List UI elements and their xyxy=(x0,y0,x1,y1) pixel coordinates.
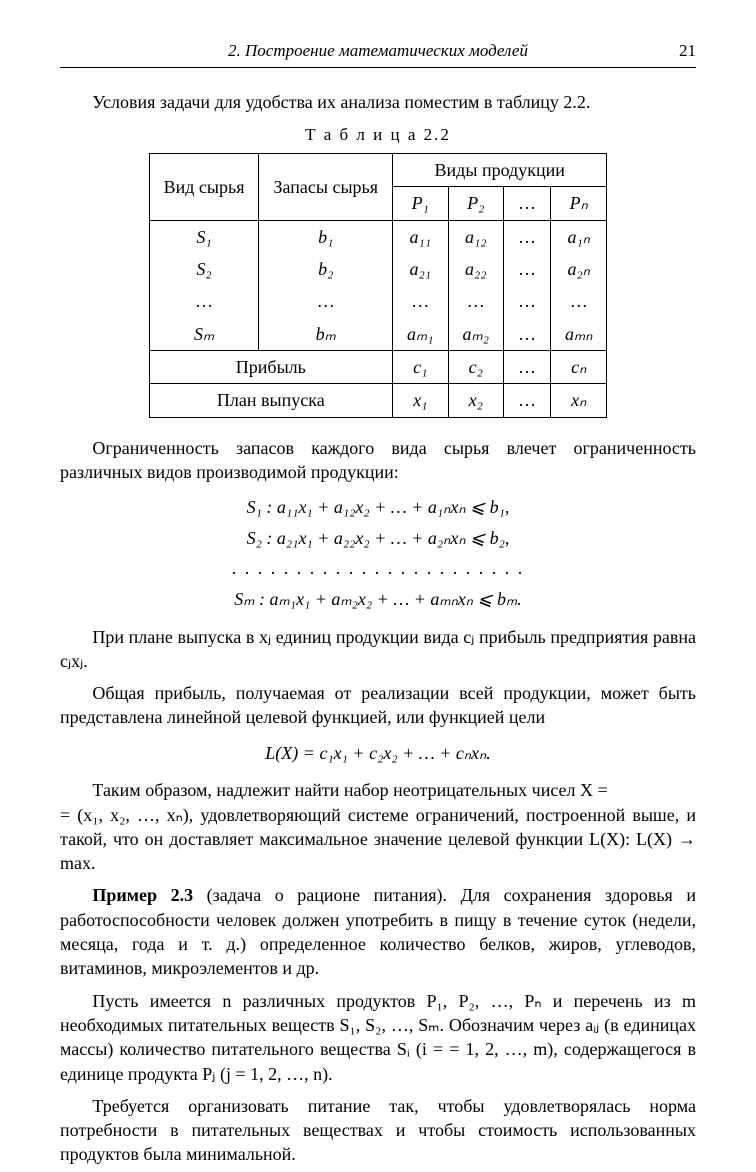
col-header-zapasy: Запасы сырья xyxy=(259,154,393,221)
cell-a: aₘ₂ xyxy=(448,318,503,351)
cell-a: … xyxy=(393,285,448,317)
cell-a: … xyxy=(551,285,607,317)
plan-cell: x₁ xyxy=(393,384,448,417)
page: 2. Построение математических моделей 21 … xyxy=(0,0,756,1172)
cell-a: a₁₁ xyxy=(393,220,448,253)
product-col: P₂ xyxy=(448,187,503,220)
cell-a: a₁₂ xyxy=(448,220,503,253)
page-number: 21 xyxy=(666,40,696,63)
cell-a: … xyxy=(504,285,551,317)
cell-a: … xyxy=(504,220,551,253)
table-row: S₂ b₂ a₂₁ a₂₂ … a₂ₙ xyxy=(149,253,607,285)
cell-s: … xyxy=(149,285,259,317)
profit-cell: cₙ xyxy=(551,350,607,383)
cell-a: a₂₁ xyxy=(393,253,448,285)
profit-paragraph: Общая прибыль, получаемая от реализации … xyxy=(60,681,696,730)
cell-a: … xyxy=(448,285,503,317)
profit-cell: … xyxy=(504,350,551,383)
cell-b: b₁ xyxy=(259,220,393,253)
profit-cell: c₁ xyxy=(393,350,448,383)
page-header: 2. Построение математических моделей 21 xyxy=(60,40,696,68)
profit-label: Прибыль xyxy=(149,350,392,383)
cell-a: a₁ₙ xyxy=(551,220,607,253)
objective-eq: L(X) = c₁x₁ + c₂x₂ + … + cₙxₙ. xyxy=(60,738,696,769)
cell-b: bₘ xyxy=(259,318,393,351)
cell-a: a₂ₙ xyxy=(551,253,607,285)
table-header-row-1: Вид сырья Запасы сырья Виды продукции xyxy=(149,154,607,187)
table-row: … … … … … … xyxy=(149,285,607,317)
profit-cell: c₂ xyxy=(448,350,503,383)
limited-paragraph: Ограниченность запасов каждого вида сырь… xyxy=(60,436,696,485)
product-col: … xyxy=(504,187,551,220)
cell-s: S₂ xyxy=(149,253,259,285)
constraint-s2: S₂ : a₂₁x₁ + a₂₂x₂ + … + a₂ₙxₙ ⩽ b₂, xyxy=(60,523,696,554)
product-col: P₁ xyxy=(393,187,448,220)
table-row: Sₘ bₘ aₘ₁ aₘ₂ … aₘₙ xyxy=(149,318,607,351)
cell-b: … xyxy=(259,285,393,317)
table-plan-row: План выпуска x₁ x₂ … xₙ xyxy=(149,384,607,417)
table-profit-row: Прибыль c₁ c₂ … cₙ xyxy=(149,350,607,383)
product-col: Pₙ xyxy=(551,187,607,220)
cell-s: S₁ xyxy=(149,220,259,253)
cell-a: aₘ₁ xyxy=(393,318,448,351)
col-header-vid: Вид сырья xyxy=(149,154,259,221)
plan-cell: … xyxy=(504,384,551,417)
cell-a: aₘₙ xyxy=(551,318,607,351)
thus-paragraph-2: = (x₁, x₂, …, xₙ), удовлетворяющий систе… xyxy=(60,803,696,876)
cell-a: a₂₂ xyxy=(448,253,503,285)
example-paragraph: Пример 2.3 (задача о рационе питания). Д… xyxy=(60,883,696,980)
cell-a: … xyxy=(504,253,551,285)
col-header-products: Виды продукции xyxy=(393,154,607,187)
plan-cell: x₂ xyxy=(448,384,503,417)
cell-a: … xyxy=(504,318,551,351)
plan-label: План выпуска xyxy=(149,384,392,417)
constraints-block: S₁ : a₁₁x₁ + a₁₂x₂ + … + a₁ₙxₙ ⩽ b₁, S₂ … xyxy=(60,492,696,614)
example-label: Пример 2.3 xyxy=(92,885,193,905)
data-table: Вид сырья Запасы сырья Виды продукции P₁… xyxy=(149,153,608,417)
plan-cell: xₙ xyxy=(551,384,607,417)
table-row: S₁ b₁ a₁₁ a₁₂ … a₁ₙ xyxy=(149,220,607,253)
table-caption: Т а б л и ц а 2.2 xyxy=(60,124,696,147)
intro-paragraph: Условия задачи для удобства их анализа п… xyxy=(60,90,696,114)
cell-b: b₂ xyxy=(259,253,393,285)
objective-function: L(X) = c₁x₁ + c₂x₂ + … + cₙxₙ. xyxy=(60,738,696,769)
thus-paragraph-1: Таким образом, надлежит найти набор неот… xyxy=(60,778,696,802)
constraint-sm: Sₘ : aₘ₁x₁ + aₘ₂x₂ + … + aₘₙxₙ ⩽ bₘ. xyxy=(60,584,696,615)
example-let-paragraph: Пусть имеется n различных продуктов P₁, … xyxy=(60,989,696,1086)
constraint-dots: . . . . . . . . . . . . . . . . . . . . … xyxy=(60,553,696,584)
plan-paragraph: При плане выпуска в xⱼ единиц продукции … xyxy=(60,625,696,674)
cell-s: Sₘ xyxy=(149,318,259,351)
chapter-title: 2. Построение математических моделей xyxy=(90,40,666,63)
constraint-s1: S₁ : a₁₁x₁ + a₁₂x₂ + … + a₁ₙxₙ ⩽ b₁, xyxy=(60,492,696,523)
example-req-paragraph: Требуется организовать питание так, чтоб… xyxy=(60,1094,696,1167)
